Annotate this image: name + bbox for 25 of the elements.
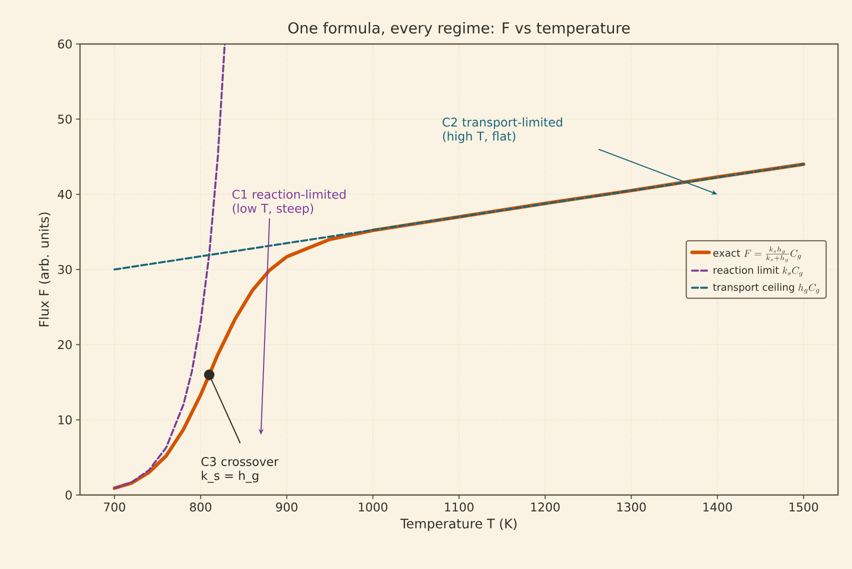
x-tick-label: 1300	[617, 502, 646, 512]
y-tick-label: 30	[58, 264, 72, 274]
annotation: C2 transport-limited (high T, flat)	[442, 117, 562, 144]
x-axis-title: Temperature T (K)	[400, 518, 516, 531]
y-axis-title: Flux F (arb. units)	[38, 212, 50, 326]
x-tick-label: 800	[190, 502, 212, 512]
x-tick-label: 1000	[358, 502, 388, 512]
x-tick-label: 700	[104, 502, 126, 512]
y-tick-label: 0	[66, 490, 72, 500]
chart-title: One formula, every regime: F vs temperature	[288, 22, 630, 36]
x-tick-label: 1100	[445, 502, 474, 512]
annotation: C1 reaction-limited (low T, steep)	[232, 190, 346, 216]
x-tick-label: 900	[276, 502, 298, 512]
annotation: C3 crossover k_s = h_g	[201, 457, 279, 483]
legend-label: $\mathrm{reaction\ limit}\ k_sC_g$	[714, 266, 802, 277]
y-tick-label: 10	[58, 415, 72, 424]
y-tick-label: 20	[58, 340, 72, 350]
y-tick-label: 40	[58, 190, 72, 199]
legend-label: $\mathrm{transport\ ceiling}\ h_gC_g$	[713, 283, 820, 294]
x-tick-label: 1400	[703, 502, 732, 512]
x-tick-label: 1200	[531, 502, 560, 512]
x-tick-label: 1500	[790, 502, 818, 512]
y-tick-label: 50	[58, 114, 72, 124]
y-tick-label: 60	[58, 39, 72, 49]
legend-label: $\mathrm{exact}\ F=\frac{k_sh_g}{k_s+h_g}C_g$	[713, 246, 801, 262]
